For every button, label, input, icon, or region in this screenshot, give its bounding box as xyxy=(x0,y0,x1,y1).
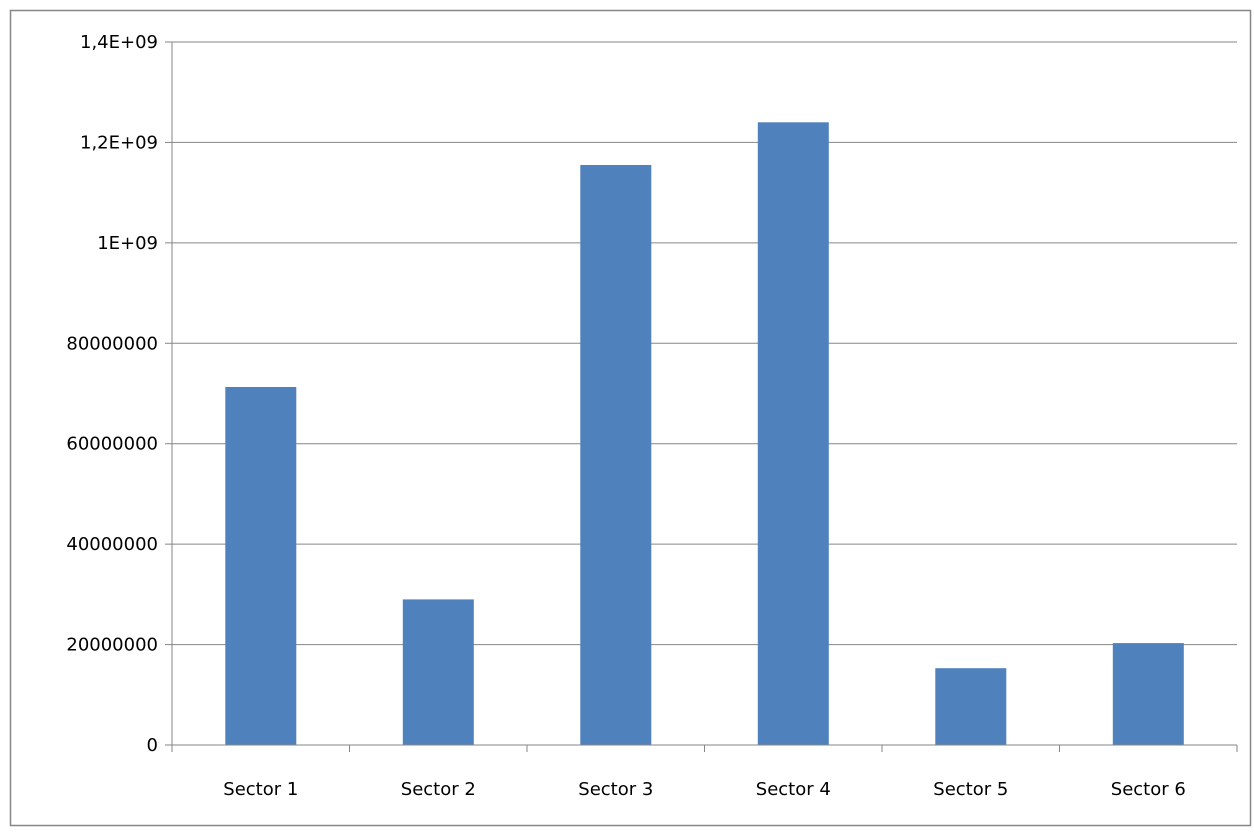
y-tick-label: 80000000 xyxy=(66,333,158,354)
y-tick-label: 40000000 xyxy=(66,534,158,555)
x-tick-label: Sector 3 xyxy=(578,779,653,800)
x-tick-label: Sector 2 xyxy=(401,779,476,800)
axes xyxy=(165,41,1238,752)
bar xyxy=(225,387,297,745)
x-tick-label: Sector 4 xyxy=(756,779,831,800)
y-tick-label: 20000000 xyxy=(66,635,158,656)
x-tick-label: Sector 5 xyxy=(933,779,1008,800)
y-tick-labels: 0 20000000 40000000 60000000 80000000 1E+09 1,… xyxy=(66,32,158,756)
y-tick-label: 1E+09 xyxy=(97,233,158,254)
y-tick-label: 1,2E+09 xyxy=(80,132,158,153)
bar xyxy=(757,122,829,746)
bars xyxy=(225,122,1184,746)
x-tick-labels: Sector 1 Sector 2 Sector 3 Sector 4 Sector 5… xyxy=(223,779,1186,800)
x-tick-label: Sector 6 xyxy=(1111,779,1186,800)
y-tick-label: 60000000 xyxy=(66,434,158,455)
bar xyxy=(580,165,652,745)
y-tick-label: 0 xyxy=(147,735,158,756)
bar xyxy=(402,599,474,745)
bar xyxy=(1112,643,1184,745)
y-tick-label: 1,4E+09 xyxy=(80,32,158,53)
x-tick-label: Sector 1 xyxy=(223,779,298,800)
gridlines xyxy=(172,41,1237,646)
bar xyxy=(935,668,1007,745)
